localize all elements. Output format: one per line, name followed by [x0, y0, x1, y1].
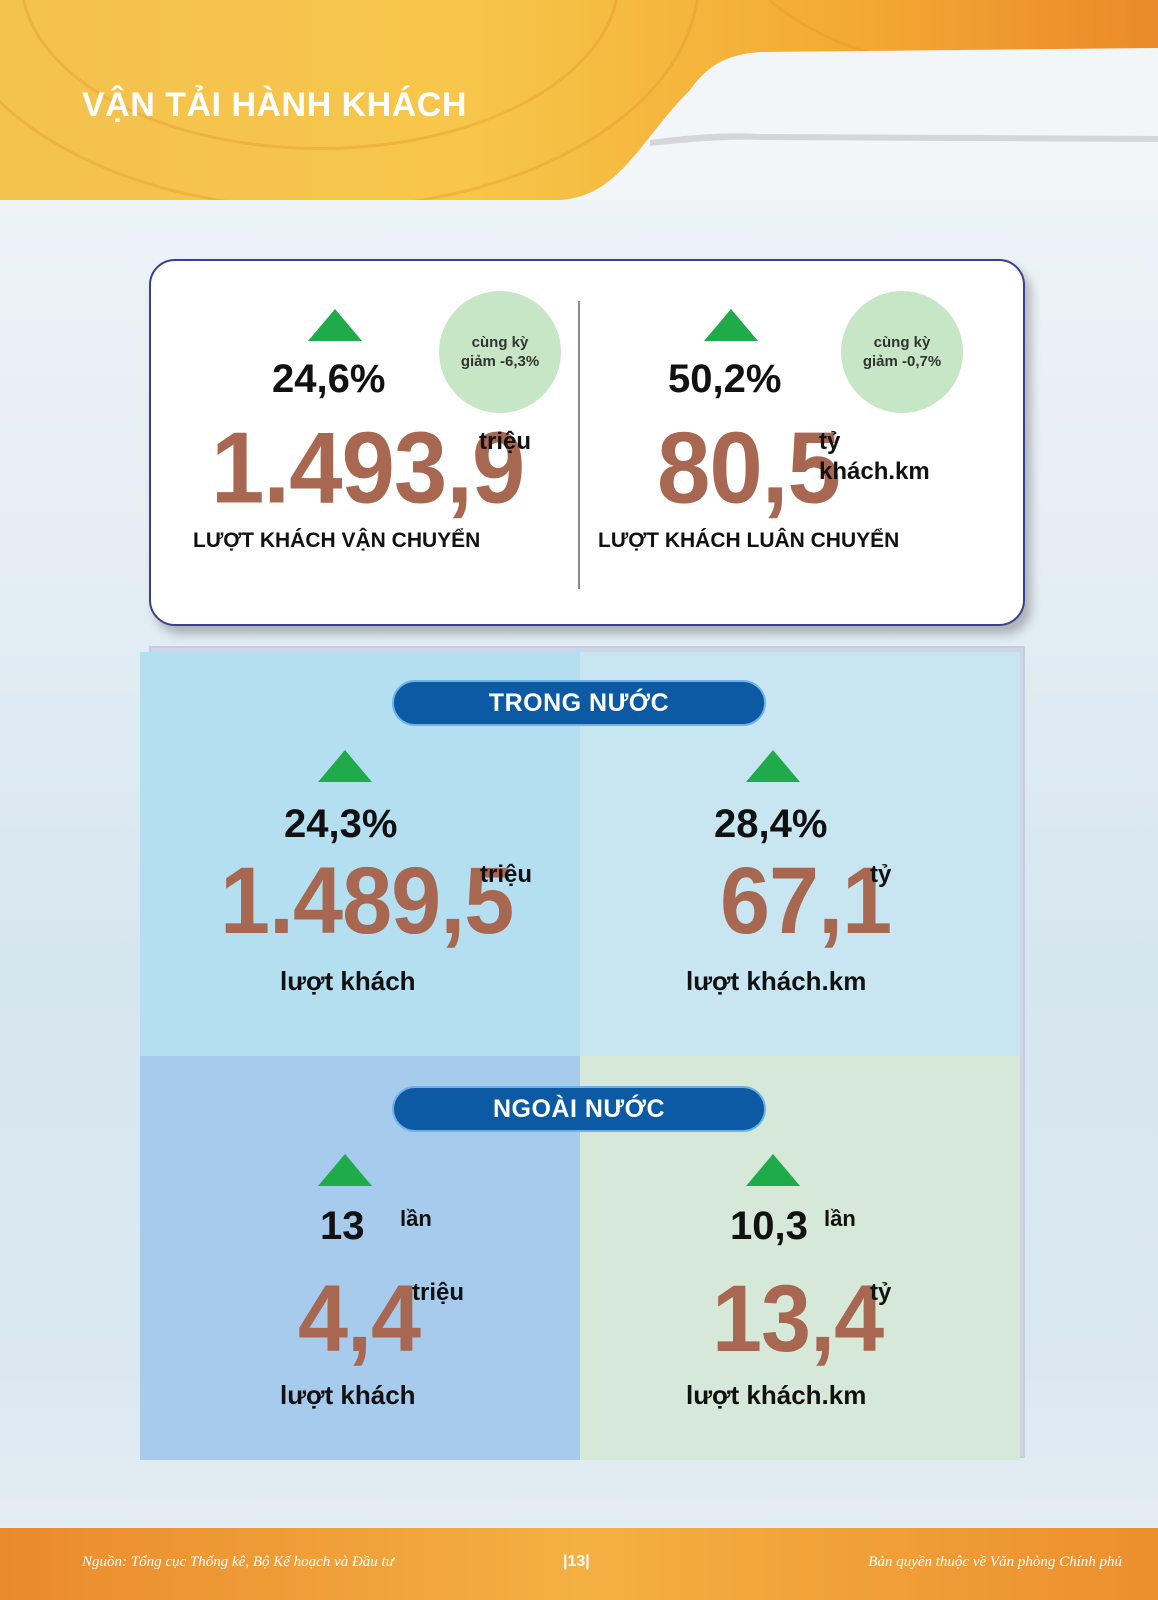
cell-caption: lượt khách [280, 966, 416, 996]
foreign-section-label: NGOÀI NƯỚC [392, 1086, 766, 1132]
growth-percent: 28,4% [714, 802, 828, 846]
up-arrow-icon [318, 750, 372, 782]
up-arrow-icon [308, 309, 362, 341]
growth-percent: 24,3% [284, 802, 398, 846]
bubble-line: cùng kỳ [873, 334, 931, 351]
value-unit: triệu [479, 428, 532, 455]
page-title: VẬN TẢI HÀNH KHÁCH [82, 86, 467, 124]
up-arrow-icon [704, 309, 758, 341]
value-unit: tỷ [870, 861, 892, 888]
summary-caption: LƯỢT KHÁCH VẬN CHUYỂN [193, 529, 481, 552]
comparison-bubble: cùng kỳ giảm -0,7% [841, 291, 963, 413]
passenger-volume-value: 1.493,9 [211, 412, 525, 525]
cell-caption: lượt khách.km [686, 1380, 867, 1410]
value-unit: triệu [480, 861, 533, 888]
foreign-passenger-km-value: 13,4 [712, 1267, 884, 1373]
domestic-passenger-km-value: 67,1 [720, 849, 892, 955]
value-unit-line: tỷ [819, 428, 841, 455]
breakdown-grid: 24,3% 1.489,5 triệu lượt khách 28,4% 67,… [140, 652, 1020, 1460]
up-arrow-icon [746, 750, 800, 782]
value-unit: tỷ khách.km [819, 427, 930, 487]
summary-card: cùng kỳ giảm -6,3% 24,6% 1.493,9 triệu L… [149, 259, 1025, 626]
growth-multiple: 13 [320, 1204, 365, 1248]
bubble-line: cùng kỳ [471, 334, 529, 351]
value-unit: triệu [412, 1279, 465, 1306]
header-wave-shape [0, 48, 1158, 200]
passenger-km-value: 80,5 [657, 412, 841, 525]
comparison-bubble: cùng kỳ giảm -6,3% [439, 291, 561, 413]
up-arrow-icon [318, 1154, 372, 1186]
value-unit: tỷ [870, 1279, 892, 1306]
domestic-passenger-km-cell: 28,4% 67,1 tỷ lượt khách.km [580, 652, 1020, 1056]
domestic-section-label: TRONG NƯỚC [392, 680, 766, 726]
bubble-line: giảm -6,3% [460, 353, 540, 370]
domestic-passengers-value: 1.489,5 [220, 849, 514, 955]
growth-multiple: 10,3 [730, 1204, 808, 1248]
up-arrow-icon [746, 1154, 800, 1186]
growth-multiple-unit: lần [824, 1206, 856, 1231]
growth-percent: 24,6% [272, 357, 386, 401]
summary-caption: LƯỢT KHÁCH LUÂN CHUYỂN [598, 529, 900, 552]
page-header: VẬN TẢI HÀNH KHÁCH [0, 0, 1158, 200]
value-unit-line: khách.km [819, 458, 930, 485]
page-number: |13| [563, 1553, 590, 1570]
page-footer: Nguồn: Tổng cục Thống kê, Bộ Kế hoạch và… [0, 1528, 1158, 1600]
copyright-note: Bản quyền thuộc về Văn phòng Chính phủ [868, 1554, 1122, 1570]
bubble-line: giảm -0,7% [862, 353, 942, 370]
growth-multiple-unit: lần [400, 1206, 432, 1231]
cell-caption: lượt khách.km [686, 966, 867, 996]
growth-percent: 50,2% [668, 357, 782, 401]
foreign-passengers-value: 4,4 [298, 1267, 421, 1373]
card-divider [578, 301, 580, 589]
cell-caption: lượt khách [280, 1380, 416, 1410]
source-note: Nguồn: Tổng cục Thống kê, Bộ Kế hoạch và… [82, 1554, 394, 1570]
